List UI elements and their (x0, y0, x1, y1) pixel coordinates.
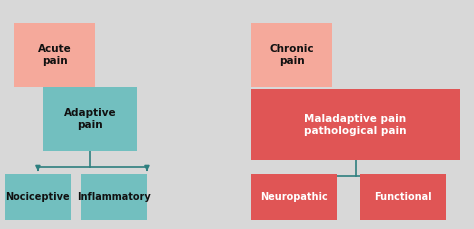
Text: Maladaptive pain
pathological pain: Maladaptive pain pathological pain (304, 114, 407, 136)
FancyBboxPatch shape (251, 174, 337, 220)
Text: Nociceptive: Nociceptive (6, 192, 70, 202)
FancyBboxPatch shape (14, 23, 95, 87)
FancyBboxPatch shape (251, 89, 460, 160)
FancyBboxPatch shape (81, 174, 147, 220)
FancyBboxPatch shape (360, 174, 446, 220)
FancyBboxPatch shape (5, 174, 71, 220)
Text: Neuropathic: Neuropathic (260, 192, 328, 202)
FancyBboxPatch shape (251, 23, 332, 87)
Text: Adaptive
pain: Adaptive pain (64, 108, 117, 130)
FancyBboxPatch shape (43, 87, 137, 151)
Text: Inflammatory: Inflammatory (77, 192, 151, 202)
Text: Functional: Functional (374, 192, 432, 202)
Text: Acute
pain: Acute pain (37, 44, 72, 66)
Text: Chronic
pain: Chronic pain (269, 44, 314, 66)
